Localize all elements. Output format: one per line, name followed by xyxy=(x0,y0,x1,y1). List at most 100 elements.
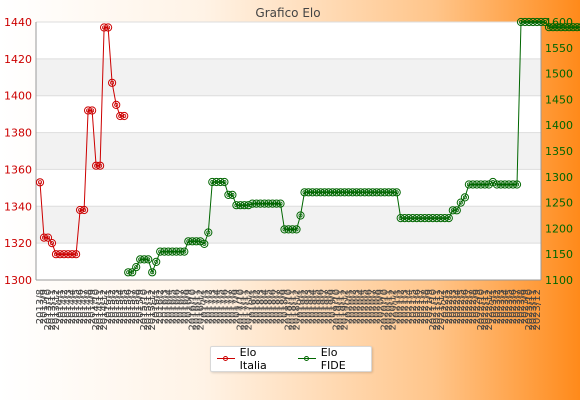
data-point[interactable] xyxy=(420,214,429,223)
data-point[interactable] xyxy=(352,188,361,197)
data-point[interactable] xyxy=(372,188,381,197)
data-point[interactable] xyxy=(264,199,273,208)
data-point[interactable] xyxy=(328,188,337,197)
data-point[interactable] xyxy=(196,237,205,246)
data-point[interactable] xyxy=(104,23,113,32)
data-point[interactable] xyxy=(440,214,449,223)
data-point[interactable] xyxy=(252,199,261,208)
data-point[interactable] xyxy=(156,247,165,256)
data-point[interactable] xyxy=(248,199,257,208)
data-point[interactable] xyxy=(452,206,461,215)
data-point[interactable] xyxy=(47,239,57,248)
data-point[interactable] xyxy=(468,180,477,189)
data-point[interactable] xyxy=(548,23,558,32)
data-point[interactable] xyxy=(444,214,453,223)
data-point[interactable] xyxy=(280,225,289,234)
data-point[interactable] xyxy=(184,237,193,246)
data-point[interactable] xyxy=(92,161,101,170)
data-point[interactable] xyxy=(504,180,513,189)
data-point[interactable] xyxy=(136,255,145,264)
data-point[interactable] xyxy=(228,190,237,199)
data-point[interactable] xyxy=(561,23,570,32)
data-point[interactable] xyxy=(336,188,345,197)
data-point[interactable] xyxy=(224,190,233,199)
data-point[interactable] xyxy=(520,17,530,27)
data-point[interactable] xyxy=(456,198,465,207)
data-point[interactable] xyxy=(376,188,385,197)
legend-item-elo-italia[interactable]: Elo Italia xyxy=(217,346,286,372)
data-point[interactable] xyxy=(232,201,241,210)
data-point[interactable] xyxy=(96,161,105,170)
data-point[interactable] xyxy=(288,225,297,234)
data-point[interactable] xyxy=(508,180,518,189)
data-point[interactable] xyxy=(360,188,369,197)
data-point[interactable] xyxy=(68,250,77,259)
data-point[interactable] xyxy=(212,177,221,187)
data-point[interactable] xyxy=(476,180,485,189)
data-point[interactable] xyxy=(128,268,137,277)
data-point[interactable] xyxy=(152,257,161,266)
data-point[interactable] xyxy=(240,201,249,210)
data-point[interactable] xyxy=(364,188,373,197)
data-point[interactable] xyxy=(404,214,413,223)
data-point[interactable] xyxy=(180,247,189,256)
data-point[interactable] xyxy=(160,247,169,256)
data-point[interactable] xyxy=(59,250,69,259)
data-point[interactable] xyxy=(51,250,61,259)
data-point[interactable] xyxy=(569,23,578,32)
data-point[interactable] xyxy=(540,17,550,27)
data-point[interactable] xyxy=(268,199,277,208)
data-point[interactable] xyxy=(316,188,325,197)
data-point[interactable] xyxy=(492,180,501,189)
data-point[interactable] xyxy=(428,214,437,223)
data-point[interactable] xyxy=(39,233,49,242)
data-point[interactable] xyxy=(464,180,473,189)
data-point[interactable] xyxy=(308,188,317,197)
data-point[interactable] xyxy=(384,188,393,197)
data-point[interactable] xyxy=(396,214,405,223)
data-point[interactable] xyxy=(573,23,580,32)
data-point[interactable] xyxy=(368,188,377,197)
data-point[interactable] xyxy=(276,199,285,208)
data-point[interactable] xyxy=(577,23,580,32)
data-point[interactable] xyxy=(188,237,197,246)
data-point[interactable] xyxy=(532,17,542,27)
data-point[interactable] xyxy=(356,188,365,197)
data-point[interactable] xyxy=(164,247,173,256)
data-point[interactable] xyxy=(296,211,305,220)
data-point[interactable] xyxy=(168,247,177,256)
data-point[interactable] xyxy=(200,239,209,248)
data-point[interactable] xyxy=(304,188,313,197)
data-point[interactable] xyxy=(565,23,574,32)
data-point[interactable] xyxy=(448,206,457,215)
data-point[interactable] xyxy=(88,106,97,115)
data-point[interactable] xyxy=(332,188,341,197)
data-point[interactable] xyxy=(388,188,397,197)
data-point[interactable] xyxy=(344,188,353,197)
data-point[interactable] xyxy=(256,199,265,208)
data-point[interactable] xyxy=(324,188,333,197)
data-point[interactable] xyxy=(124,268,133,277)
data-point[interactable] xyxy=(400,214,409,223)
data-point[interactable] xyxy=(132,263,141,272)
data-point[interactable] xyxy=(300,188,309,197)
data-point[interactable] xyxy=(140,255,149,264)
data-point[interactable] xyxy=(260,199,269,208)
data-point[interactable] xyxy=(536,17,546,27)
data-point[interactable] xyxy=(72,250,81,259)
data-point[interactable] xyxy=(524,17,534,27)
data-point[interactable] xyxy=(500,180,509,189)
data-point[interactable] xyxy=(392,188,401,197)
data-point[interactable] xyxy=(220,177,229,187)
data-point[interactable] xyxy=(472,180,481,189)
data-point[interactable] xyxy=(204,228,213,237)
data-point[interactable] xyxy=(108,78,117,87)
data-point[interactable] xyxy=(412,214,421,223)
data-point[interactable] xyxy=(112,100,121,110)
data-point[interactable] xyxy=(552,23,562,32)
data-point[interactable] xyxy=(484,180,493,189)
data-point[interactable] xyxy=(208,177,217,187)
data-point[interactable] xyxy=(416,214,425,223)
data-point[interactable] xyxy=(436,214,445,223)
data-point[interactable] xyxy=(424,214,433,223)
